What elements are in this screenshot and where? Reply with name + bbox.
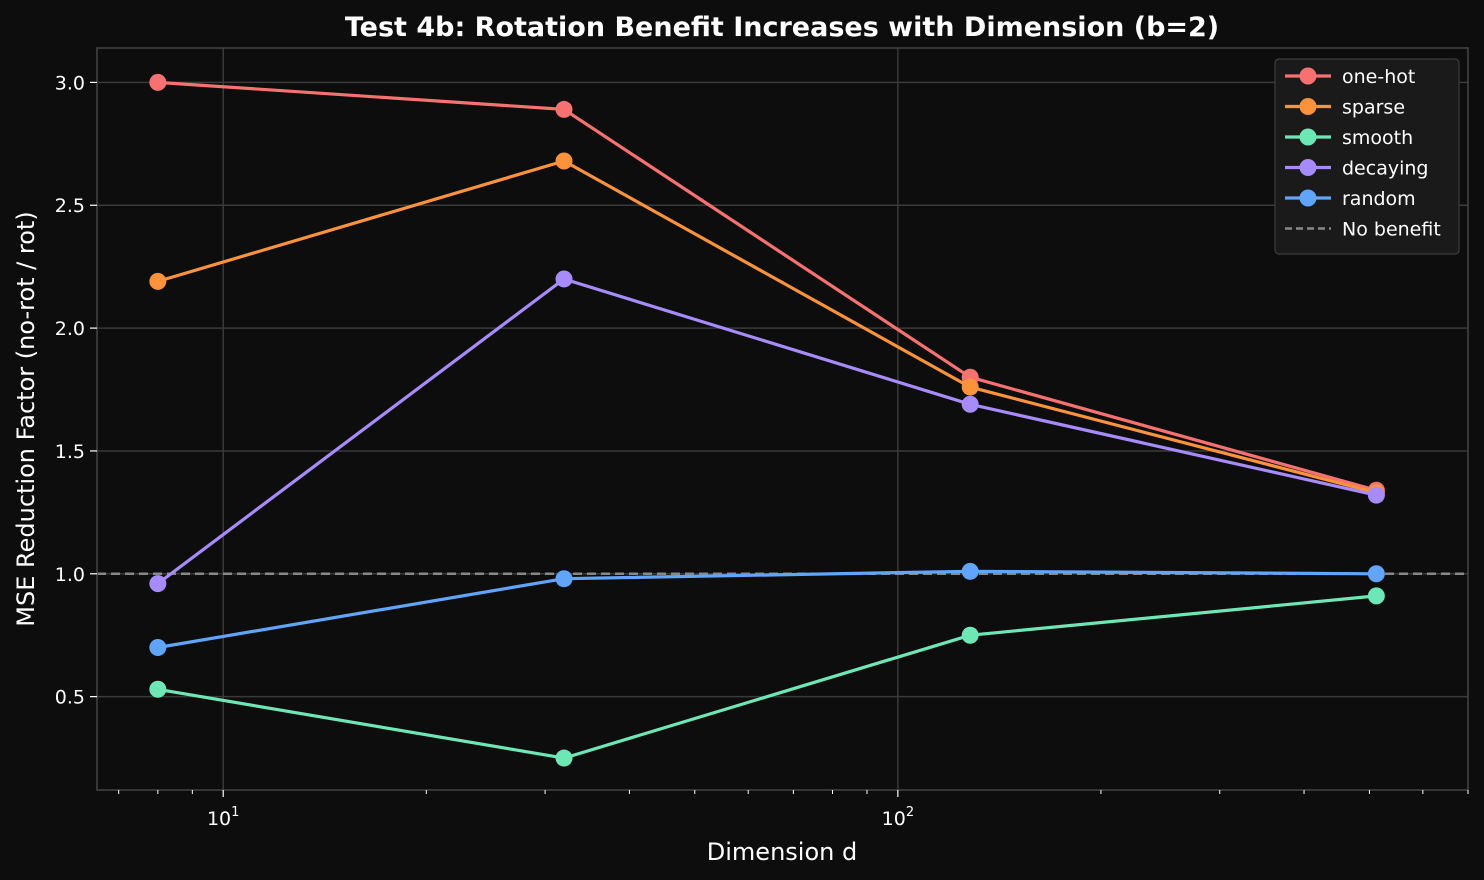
chart-title: Test 4b: Rotation Benefit Increases with…	[345, 12, 1219, 43]
legend-entry: sparse	[1285, 97, 1405, 119]
legend: one-hot sparse smooth decaying random No bene…	[1274, 58, 1460, 255]
legend-swatch-marker	[1299, 159, 1317, 176]
legend-entry: decaying	[1285, 158, 1428, 180]
data-point	[1367, 565, 1385, 583]
x-tick-label: 102	[882, 805, 914, 830]
plot-frame	[96, 47, 1469, 791]
data-point	[961, 626, 979, 644]
series-line	[157, 159, 1377, 495]
legend-entry: No benefit	[1285, 219, 1441, 241]
y-tick-label: 0.5	[55, 687, 85, 709]
y-tick-label: 1.5	[55, 441, 85, 463]
data-point	[961, 395, 979, 413]
legend-label: one-hot	[1342, 66, 1415, 88]
legend-entry: random	[1285, 188, 1416, 210]
legend-label: No benefit	[1342, 219, 1441, 241]
data-point	[149, 638, 167, 656]
legend-swatch-marker	[1299, 67, 1317, 85]
data-point	[555, 152, 573, 170]
y-tick-label: 1.0	[55, 564, 85, 586]
series-layer	[149, 73, 1385, 767]
data-point	[149, 272, 167, 290]
x-axis-ticks: 101 102	[118, 790, 1469, 830]
series-line	[156, 277, 1377, 585]
x-axis-label: Dimension d	[707, 838, 857, 866]
legend-swatch-marker	[1299, 98, 1317, 115]
series-smooth	[149, 587, 1385, 767]
legend-label: random	[1342, 188, 1416, 210]
data-point	[555, 270, 573, 288]
series-line	[157, 80, 1377, 492]
legend-label: sparse	[1342, 97, 1405, 119]
data-point	[1367, 486, 1385, 504]
series-decaying	[149, 270, 1385, 593]
legend-label: decaying	[1342, 158, 1428, 180]
y-tick-label: 2.0	[55, 318, 85, 340]
legend-label: smooth	[1342, 127, 1413, 149]
data-point	[961, 378, 979, 396]
x-tick-label: 101	[207, 805, 239, 830]
legend-swatch-marker	[1299, 128, 1317, 146]
y-tick-label: 3.0	[55, 72, 85, 94]
data-point	[961, 562, 979, 580]
data-point	[149, 680, 167, 698]
legend-entry: smooth	[1285, 127, 1413, 149]
series-line	[157, 594, 1377, 760]
y-axis-label: MSE Reduction Factor (no-rot / rot)	[12, 211, 40, 626]
legend-entry: one-hot	[1285, 66, 1415, 88]
data-point	[149, 575, 167, 593]
y-axis-ticks: 0.5 1.0 1.5 2.0 2.5 3.0	[55, 72, 97, 709]
data-point	[1367, 587, 1385, 605]
series-random	[149, 562, 1385, 656]
data-point	[555, 749, 573, 767]
series-line	[157, 569, 1377, 650]
data-point	[555, 570, 573, 588]
data-point	[149, 73, 167, 91]
y-tick-label: 2.5	[55, 195, 85, 217]
data-point	[555, 100, 573, 118]
legend-swatch-marker	[1299, 189, 1317, 207]
